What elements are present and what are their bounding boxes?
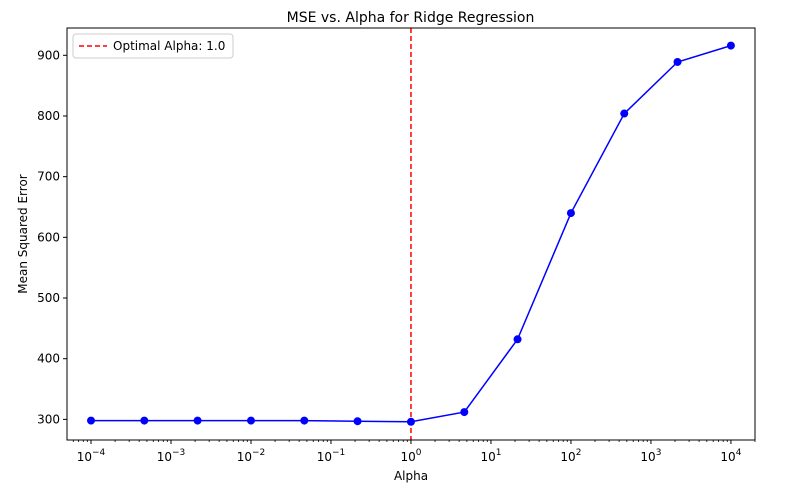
plot-area <box>67 28 755 440</box>
data-point <box>353 417 362 426</box>
y-tick-label: 900 <box>37 48 60 62</box>
data-point <box>566 209 575 218</box>
x-tick-label: 102 <box>560 448 581 464</box>
y-tick-label: 700 <box>37 170 60 184</box>
x-tick-label-base: 10 <box>317 450 332 464</box>
legend: Optimal Alpha: 1.0 <box>72 33 234 59</box>
x-tick-label-exponent: 1 <box>496 448 502 458</box>
x-tick-label-base: 10 <box>560 450 575 464</box>
x-axis-label: Alpha <box>394 469 428 483</box>
x-tick-label: 100 <box>400 448 421 464</box>
data-point <box>406 417 415 426</box>
x-tick-label-base: 10 <box>720 450 735 464</box>
x-tick-label: 10−4 <box>77 448 106 464</box>
data-point <box>673 57 682 66</box>
legend-box <box>72 33 234 59</box>
y-axis: 300 400 500 600 700 800 900 <box>37 48 67 426</box>
x-tick-label-exponent: 4 <box>736 448 742 458</box>
x-tick-label-base: 10 <box>640 450 655 464</box>
x-tick-label: 10−1 <box>317 448 346 464</box>
x-tick-label-exponent: −4 <box>92 448 106 458</box>
data-point <box>193 416 202 425</box>
x-tick-label-exponent: −3 <box>172 448 185 458</box>
y-tick-label: 400 <box>37 352 60 366</box>
x-tick-label-base: 10 <box>400 450 415 464</box>
data-point <box>300 416 309 425</box>
y-tick-label: 600 <box>37 230 60 244</box>
data-point <box>460 408 469 417</box>
x-tick-label-base: 10 <box>157 450 172 464</box>
data-point <box>620 109 629 118</box>
x-tick-label-exponent: −2 <box>252 448 265 458</box>
data-point <box>140 416 149 425</box>
x-tick-label: 103 <box>640 448 661 464</box>
data-point <box>87 416 96 425</box>
x-tick-label-base: 10 <box>77 450 92 464</box>
x-tick-label-base: 10 <box>237 450 252 464</box>
y-tick-label: 500 <box>37 291 60 305</box>
y-tick-label: 800 <box>37 109 60 123</box>
chart-title: MSE vs. Alpha for Ridge Regression <box>287 10 535 26</box>
x-tick-label: 101 <box>480 448 501 464</box>
y-axis-label: Mean Squared Error <box>16 174 30 294</box>
x-tick-label-exponent: 0 <box>416 448 422 458</box>
data-point <box>246 416 255 425</box>
x-tick-label-exponent: −1 <box>332 448 345 458</box>
legend-label: Optimal Alpha: 1.0 <box>113 39 225 53</box>
y-tick-label: 300 <box>37 412 60 426</box>
x-tick-label: 104 <box>720 448 741 464</box>
data-point <box>513 335 522 344</box>
x-axis: 10−4 10−3 10−2 10−1 100 101 102 103 104 <box>72 440 756 464</box>
x-tick-label: 10−3 <box>157 448 186 464</box>
data-point <box>726 41 735 50</box>
x-tick-label-exponent: 2 <box>576 448 582 458</box>
x-tick-label-exponent: 3 <box>656 448 662 458</box>
plot-marks <box>87 28 735 440</box>
x-tick-label-base: 10 <box>480 450 495 464</box>
x-tick-label: 10−2 <box>237 448 266 464</box>
